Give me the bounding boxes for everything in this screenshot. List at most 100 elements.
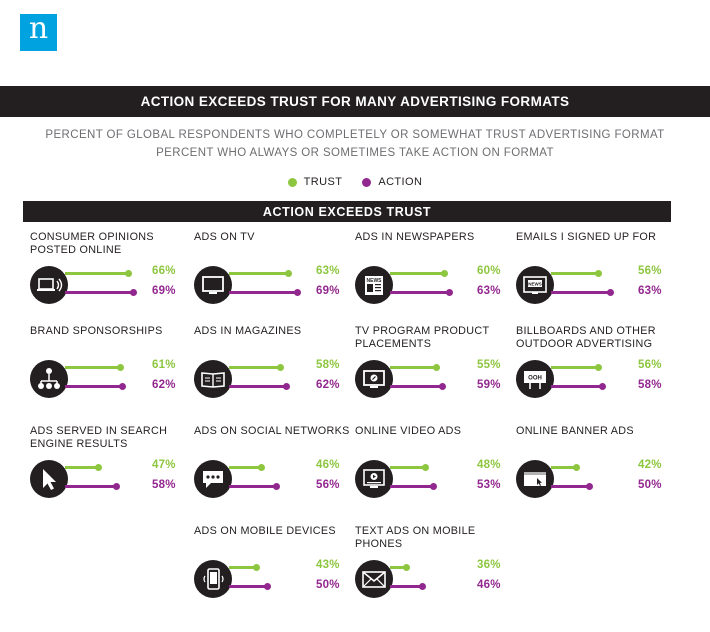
data-label-action: 58% xyxy=(638,379,662,391)
chart-item-online-banner-ads: ONLINE BANNER ADS 42% 50% xyxy=(516,425,676,515)
chart-item-ads-in-newspapers: ADS IN NEWSPAPERS NEWS 60% 63% xyxy=(355,231,515,321)
bar-trust xyxy=(390,564,410,571)
video-player-icon xyxy=(355,460,393,498)
chart-item-ads-on-social-networks: ADS ON SOCIAL NETWORKS 46% 56% xyxy=(194,425,354,515)
data-label-action: 63% xyxy=(477,285,501,297)
bar-trust xyxy=(390,464,429,471)
legend-item-action: ACTION xyxy=(362,176,422,188)
bar-trust xyxy=(390,364,440,371)
laptop-speaker-icon xyxy=(30,266,68,304)
data-label-trust: 48% xyxy=(477,459,501,471)
tv-icon xyxy=(194,266,232,304)
bar-action xyxy=(65,483,120,490)
bar-trust xyxy=(229,270,292,277)
chart-item-brand-sponsorships: BRAND SPONSORSHIPS 61% 62% xyxy=(30,325,190,415)
bar-trust xyxy=(551,464,580,471)
data-label-trust: 55% xyxy=(477,359,501,371)
chart-item-tv-program-product-placements: TV PROGRAM PRODUCT PLACEMENTS 55% 59% xyxy=(355,325,515,415)
bar-trust xyxy=(65,364,124,371)
category-label: EMAILS I SIGNED UP FOR xyxy=(516,231,657,243)
category-label: ONLINE BANNER ADS xyxy=(516,425,634,437)
chart-item-online-video-ads: ONLINE VIDEO ADS 48% 53% xyxy=(355,425,515,515)
chart-item-ads-on-tv: ADS ON TV 63% 69% xyxy=(194,231,354,321)
legend: TRUST ACTION xyxy=(0,176,710,188)
data-label-trust: 66% xyxy=(152,265,176,277)
bar-action xyxy=(551,289,614,296)
data-label-trust: 36% xyxy=(477,559,501,571)
bar-trust xyxy=(65,270,132,277)
network-icon xyxy=(30,360,68,398)
data-label-action: 69% xyxy=(316,285,340,297)
data-label-trust: 56% xyxy=(638,265,662,277)
bar-action xyxy=(551,483,593,490)
mobile-phone-icon xyxy=(194,560,232,598)
data-label-trust: 46% xyxy=(316,459,340,471)
bar-trust xyxy=(229,364,284,371)
tv-placement-icon xyxy=(355,360,393,398)
bar-trust xyxy=(65,464,102,471)
bar-action xyxy=(390,583,426,590)
category-label: ADS SERVED IN SEARCH ENGINE RESULTS xyxy=(30,425,168,450)
category-label: BILLBOARDS AND OTHER OUTDOOR ADVERTISING xyxy=(516,325,656,350)
data-label-action: 56% xyxy=(316,479,340,491)
category-label: BRAND SPONSORSHIPS xyxy=(30,325,163,337)
data-label-trust: 47% xyxy=(152,459,176,471)
svg-text:NEWS: NEWS xyxy=(367,278,383,284)
bar-trust xyxy=(229,564,260,571)
chart-item-ads-served-in-search-engine-results: ADS SERVED IN SEARCH ENGINE RESULTS 47% 58… xyxy=(30,425,190,515)
data-label-action: 59% xyxy=(477,379,501,391)
bar-action xyxy=(65,289,137,296)
brand-logo: n xyxy=(20,14,57,51)
data-label-action: 53% xyxy=(477,479,501,491)
data-label-action: 62% xyxy=(316,379,340,391)
envelope-icon xyxy=(355,560,393,598)
category-label: ADS ON TV xyxy=(194,231,255,243)
legend-swatch-trust xyxy=(287,177,297,187)
svg-text:NEWS: NEWS xyxy=(528,282,542,287)
svg-text:OOH: OOH xyxy=(528,376,542,382)
category-label: CONSUMER OPINIONS POSTED ONLINE xyxy=(30,231,154,256)
data-label-trust: 63% xyxy=(316,265,340,277)
bar-action xyxy=(229,583,271,590)
newspaper-icon: NEWS xyxy=(355,266,393,304)
cursor-icon xyxy=(30,460,68,498)
legend-item-trust: TRUST xyxy=(287,176,343,188)
chat-bubble-icon xyxy=(194,460,232,498)
category-label: ONLINE VIDEO ADS xyxy=(355,425,462,437)
data-label-action: 50% xyxy=(638,479,662,491)
bar-action xyxy=(229,289,301,296)
data-label-trust: 58% xyxy=(316,359,340,371)
category-label: ADS ON SOCIAL NETWORKS xyxy=(194,425,350,437)
magazine-icon xyxy=(194,360,232,398)
data-label-action: 58% xyxy=(152,479,176,491)
chart-title: ACTION EXCEEDS TRUST FOR MANY ADVERTISIN… xyxy=(0,86,710,117)
bar-action xyxy=(551,383,606,390)
bar-action xyxy=(390,483,437,490)
chart-item-text-ads-on-mobile-phones: TEXT ADS ON MOBILE PHONES 36% 46% xyxy=(355,525,515,615)
legend-label-trust: TRUST xyxy=(303,176,343,188)
bar-action xyxy=(390,383,446,390)
category-label: ADS ON MOBILE DEVICES xyxy=(194,525,336,537)
bar-action xyxy=(229,483,280,490)
data-label-action: 50% xyxy=(316,579,340,591)
chart-item-ads-on-mobile-devices: ADS ON MOBILE DEVICES 43% 50% xyxy=(194,525,354,615)
billboard-icon: OOH xyxy=(516,360,554,398)
data-label-action: 46% xyxy=(477,579,501,591)
chart-item-billboards-and-other-outdoor-advertising: BILLBOARDS AND OTHER OUTDOOR ADVERTISING… xyxy=(516,325,676,415)
bar-action xyxy=(229,383,290,390)
chart-item-consumer-opinions-posted-online: CONSUMER OPINIONS POSTED ONLINE 66% 69% xyxy=(30,231,190,321)
data-label-action: 62% xyxy=(152,379,176,391)
data-label-trust: 43% xyxy=(316,559,340,571)
bar-trust xyxy=(551,270,602,277)
bar-trust xyxy=(390,270,448,277)
bar-trust xyxy=(229,464,265,471)
email-news-icon: NEWS xyxy=(516,266,554,304)
data-label-trust: 42% xyxy=(638,459,662,471)
category-label: ADS IN NEWSPAPERS xyxy=(355,231,475,243)
bar-action xyxy=(390,289,453,296)
data-label-action: 63% xyxy=(638,285,662,297)
legend-swatch-action xyxy=(362,177,372,187)
chart-item-emails-i-signed-up-for: EMAILS I SIGNED UP FOR NEWS 56% 63% xyxy=(516,231,676,321)
data-label-trust: 60% xyxy=(477,265,501,277)
chart-item-ads-in-magazines: ADS IN MAGAZINES 58% 62% xyxy=(194,325,354,415)
